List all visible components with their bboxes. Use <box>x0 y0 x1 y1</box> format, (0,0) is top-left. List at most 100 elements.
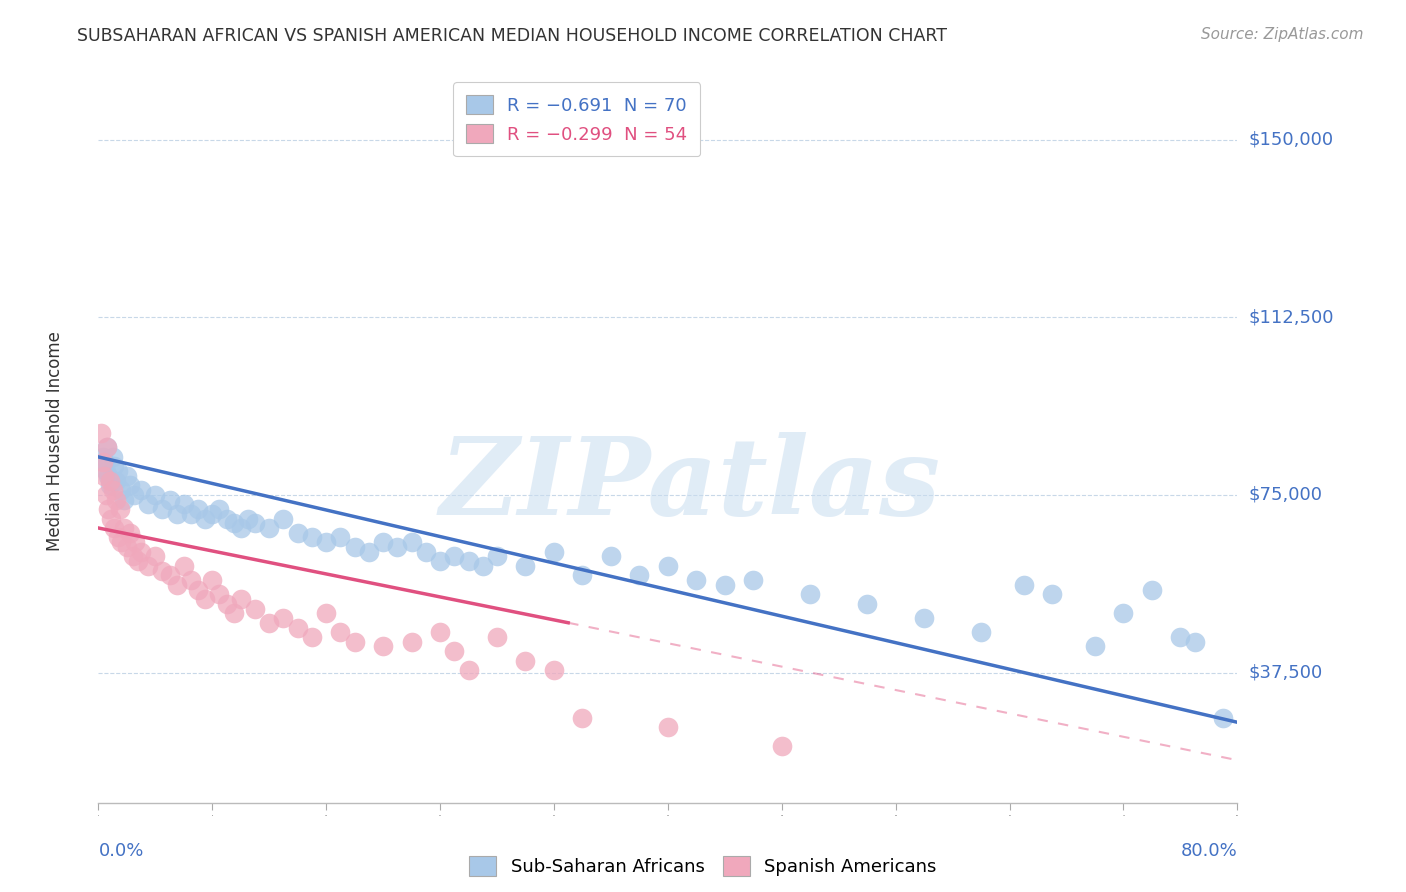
Point <box>103 521 125 535</box>
Point <box>685 573 707 587</box>
Point <box>152 564 174 578</box>
Point <box>129 544 152 558</box>
Point <box>136 497 159 511</box>
Point <box>401 634 423 648</box>
Point <box>129 483 152 497</box>
Point <box>343 540 366 554</box>
Point <box>159 492 181 507</box>
Point <box>742 573 765 587</box>
Point <box>301 630 323 644</box>
Point <box>515 558 537 573</box>
Point <box>122 488 145 502</box>
Point <box>1040 587 1063 601</box>
Point <box>1212 710 1234 724</box>
Point <box>273 611 295 625</box>
Text: SUBSAHARAN AFRICAN VS SPANISH AMERICAN MEDIAN HOUSEHOLD INCOME CORRELATION CHART: SUBSAHARAN AFRICAN VS SPANISH AMERICAN M… <box>77 27 948 45</box>
Point <box>118 478 141 492</box>
Point <box>1112 607 1135 621</box>
Point <box>101 483 124 497</box>
Point <box>101 450 124 464</box>
Point <box>229 521 252 535</box>
Legend: R = −0.691  N = 70, R = −0.299  N = 54: R = −0.691 N = 70, R = −0.299 N = 54 <box>453 82 700 156</box>
Point <box>486 549 509 564</box>
Point <box>912 611 935 625</box>
Point <box>194 592 217 607</box>
Point <box>107 464 129 478</box>
Legend: Sub-Saharan Africans, Spanish Americans: Sub-Saharan Africans, Spanish Americans <box>463 848 943 883</box>
Point <box>486 630 509 644</box>
Point <box>329 531 352 545</box>
Point <box>343 634 366 648</box>
Point <box>222 516 245 531</box>
Point <box>100 511 122 525</box>
Point <box>173 497 195 511</box>
Point <box>600 549 623 564</box>
Point <box>259 615 281 630</box>
Point <box>401 535 423 549</box>
Point <box>118 525 141 540</box>
Point <box>415 544 437 558</box>
Point <box>371 535 394 549</box>
Point <box>97 469 120 483</box>
Point <box>287 620 309 634</box>
Point <box>180 507 202 521</box>
Point <box>657 558 679 573</box>
Point <box>115 540 138 554</box>
Point <box>329 625 352 640</box>
Point <box>236 511 259 525</box>
Point <box>371 640 394 654</box>
Point <box>107 531 129 545</box>
Text: $112,500: $112,500 <box>1249 308 1334 326</box>
Point <box>215 597 238 611</box>
Text: $75,000: $75,000 <box>1249 486 1323 504</box>
Point <box>104 492 127 507</box>
Point <box>714 578 737 592</box>
Point <box>121 549 143 564</box>
Point <box>90 426 112 441</box>
Point <box>93 455 115 469</box>
Point <box>515 654 537 668</box>
Point <box>201 507 224 521</box>
Point <box>970 625 993 640</box>
Point <box>222 607 245 621</box>
Text: 0.0%: 0.0% <box>98 842 143 860</box>
Point <box>96 441 118 455</box>
Point <box>628 568 651 582</box>
Point <box>187 502 209 516</box>
Point <box>159 568 181 582</box>
Point <box>194 511 217 525</box>
Point <box>1084 640 1107 654</box>
Point <box>315 607 337 621</box>
Point <box>571 710 593 724</box>
Point <box>215 511 238 525</box>
Point <box>856 597 879 611</box>
Point <box>187 582 209 597</box>
Point <box>112 521 135 535</box>
Point <box>208 587 231 601</box>
Point <box>471 558 494 573</box>
Point <box>457 663 479 677</box>
Point <box>110 535 132 549</box>
Point <box>201 573 224 587</box>
Point <box>208 502 231 516</box>
Point <box>136 558 159 573</box>
Point <box>357 544 380 558</box>
Point <box>457 554 479 568</box>
Point <box>259 521 281 535</box>
Point <box>93 469 115 483</box>
Point <box>315 535 337 549</box>
Point <box>301 531 323 545</box>
Point <box>110 483 132 497</box>
Text: 80.0%: 80.0% <box>1181 842 1237 860</box>
Point <box>571 568 593 582</box>
Text: Source: ZipAtlas.com: Source: ZipAtlas.com <box>1201 27 1364 42</box>
Point <box>543 663 565 677</box>
Point <box>443 644 465 658</box>
Point <box>96 441 118 455</box>
Point <box>543 544 565 558</box>
Point <box>770 739 793 753</box>
Point <box>127 554 149 568</box>
Point <box>1170 630 1192 644</box>
Point <box>97 502 120 516</box>
Text: ZIPatlas: ZIPatlas <box>440 432 941 538</box>
